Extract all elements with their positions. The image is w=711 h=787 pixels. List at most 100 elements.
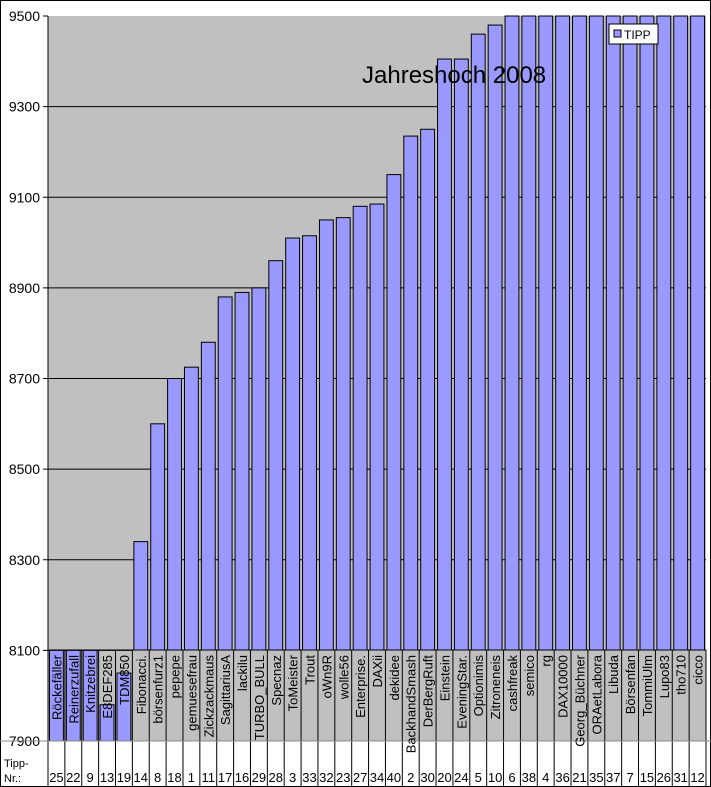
bar <box>470 33 486 742</box>
tipp-number: 30 <box>420 770 434 785</box>
label-cell <box>503 650 521 741</box>
x-tick-label: wolle56 <box>336 655 351 700</box>
label-cell <box>520 650 538 741</box>
x-tick-label: DAX10000 <box>556 655 571 718</box>
tipp-number: 2 <box>407 770 414 785</box>
y-tick-label: 8100 <box>9 642 40 658</box>
label-cell <box>385 650 403 741</box>
row-label-line2: Nr.: <box>4 773 21 785</box>
tipp-number: 19 <box>117 770 131 785</box>
x-tick-label: Enterprise. <box>353 655 368 718</box>
tipp-number: 31 <box>673 770 687 785</box>
x-tick-label: Börsenfan <box>623 655 638 714</box>
tipp-number: 22 <box>66 770 80 785</box>
y-tick-label: 8700 <box>9 371 40 387</box>
tipp-number: 12 <box>690 770 704 785</box>
label-cell <box>284 650 302 741</box>
label-cell <box>436 650 453 741</box>
label-cell <box>182 650 200 741</box>
label-cell <box>166 650 183 741</box>
tipp-number: 24 <box>454 770 468 785</box>
tipp-number: 32 <box>319 770 333 785</box>
x-tick-label: BackhandSmash <box>404 655 419 753</box>
label-cell <box>199 650 217 741</box>
x-tick-label: Specnaz <box>269 655 284 706</box>
tipp-number: 3 <box>289 770 296 785</box>
tipp-number: 10 <box>488 770 502 785</box>
label-cell <box>233 650 251 741</box>
x-tick-label: DAXii <box>370 655 385 688</box>
label-cell <box>250 650 268 741</box>
x-tick-label: ORAetLabora <box>589 654 604 734</box>
x-tick-label: cicco <box>691 655 706 685</box>
label-cell <box>554 650 572 741</box>
x-tick-label: SagittariusA <box>218 655 233 725</box>
y-tick-label: 8500 <box>9 461 40 477</box>
label-cell <box>317 650 335 741</box>
bar <box>437 58 452 742</box>
tipp-number: 11 <box>202 770 216 785</box>
label-cell <box>368 650 386 741</box>
label-cell <box>537 650 555 741</box>
bar <box>572 15 587 742</box>
tipp-number: 15 <box>640 770 654 785</box>
label-cell <box>621 650 639 741</box>
tipp-number: 27 <box>353 770 367 785</box>
x-tick-label: Optionimis <box>471 655 486 717</box>
x-tick-label: lackilu <box>235 655 250 691</box>
tipp-number: 9 <box>87 770 94 785</box>
tipp-number: 26 <box>657 770 671 785</box>
tipp-number: 1 <box>188 770 195 785</box>
label-cell <box>452 650 470 741</box>
bar <box>538 15 554 742</box>
bar <box>453 58 469 742</box>
x-tick-label: Lupo83 <box>657 655 672 698</box>
x-tick-label: Zickzackmaus <box>201 655 216 738</box>
x-tick-label: E8DEF285 <box>100 655 115 719</box>
x-tick-label: TURBO_BULL <box>252 655 267 740</box>
bar <box>555 15 571 742</box>
bar <box>504 15 520 742</box>
tipp-number: 29 <box>252 770 266 785</box>
label-cell <box>604 650 622 741</box>
label-cell <box>689 650 706 741</box>
x-tick-label: cashfreak <box>505 655 520 712</box>
x-tick-label: Einstein <box>437 655 452 701</box>
tipp-number: 21 <box>572 770 586 785</box>
tipp-number: 6 <box>508 770 515 785</box>
x-tick-label: tho710 <box>674 655 689 695</box>
x-tick-label: gemuesefrau <box>184 655 199 731</box>
bar <box>605 15 621 742</box>
bar <box>673 15 689 742</box>
x-tick-label: Reinerzufall <box>66 655 81 724</box>
y-tick-label: 9500 <box>9 8 40 24</box>
x-tick-label: DerBergRuft <box>421 655 436 728</box>
x-tick-label: TommiUlm <box>640 655 655 716</box>
y-tick-label: 8900 <box>9 280 40 296</box>
tipp-number: 23 <box>336 770 350 785</box>
tipp-number: 34 <box>370 770 384 785</box>
label-cell <box>351 650 369 741</box>
tipp-number: 40 <box>387 770 401 785</box>
label-cell <box>132 650 150 741</box>
label-cell <box>486 650 504 741</box>
tipp-number: 28 <box>269 770 283 785</box>
tipp-number: 20 <box>437 770 451 785</box>
x-tick-label: EveningStar. <box>454 655 469 729</box>
tipp-number: 14 <box>134 770 148 785</box>
x-tick-label: dekidee <box>387 655 402 701</box>
y-tick-label: 9100 <box>9 189 40 205</box>
x-tick-label: Libuda <box>606 654 621 694</box>
label-cell <box>267 650 285 741</box>
label-cell <box>672 650 690 741</box>
bar <box>639 15 655 742</box>
label-cell <box>571 650 588 741</box>
legend-box <box>608 23 659 45</box>
tipp-number: 36 <box>555 770 569 785</box>
label-cell <box>301 650 318 741</box>
x-tick-label: Zitroneneis <box>488 655 503 720</box>
label-cell <box>149 650 167 741</box>
x-tick-label: Röckefäller <box>49 654 64 720</box>
bar <box>521 15 537 742</box>
